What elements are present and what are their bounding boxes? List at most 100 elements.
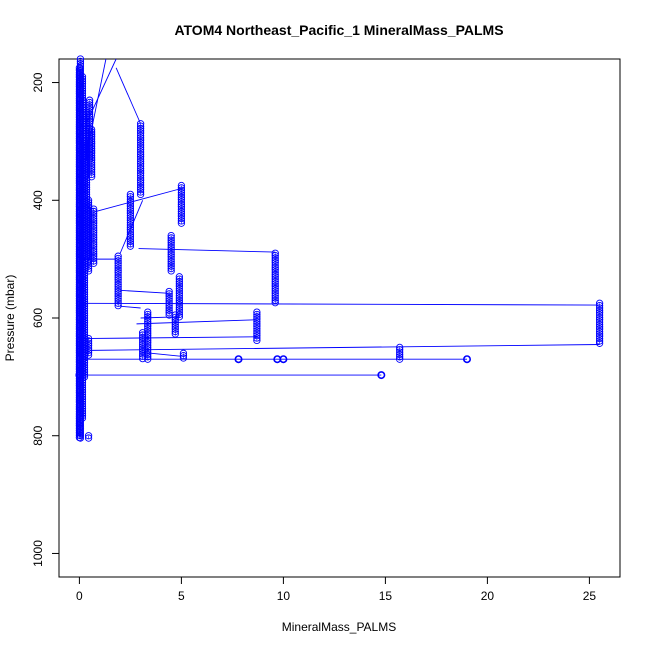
data-point xyxy=(80,293,89,301)
data-point xyxy=(271,282,279,290)
data-point xyxy=(82,188,91,196)
data-point xyxy=(175,296,184,304)
data-point xyxy=(82,181,91,189)
data-point xyxy=(90,228,98,237)
data-point xyxy=(136,169,145,177)
data-point xyxy=(90,247,98,256)
data-point xyxy=(126,240,135,248)
data-point xyxy=(78,407,87,415)
data-point xyxy=(78,412,87,420)
data-point xyxy=(165,292,173,300)
data-point xyxy=(114,299,122,307)
data-point xyxy=(80,297,89,306)
x-tick-label: 0 xyxy=(76,589,83,603)
data-point xyxy=(78,75,87,83)
data-point xyxy=(87,125,96,134)
x-tick-label: 20 xyxy=(481,589,495,603)
data-point xyxy=(87,168,96,176)
data-point xyxy=(136,127,145,135)
data-point xyxy=(175,303,184,312)
data-point xyxy=(595,325,604,333)
data-point xyxy=(80,290,89,299)
data-point xyxy=(136,183,145,191)
data-point xyxy=(136,143,145,151)
data-point xyxy=(271,273,279,281)
data-point xyxy=(84,344,93,352)
data-point xyxy=(90,231,98,239)
data-point xyxy=(175,301,184,309)
data-point xyxy=(175,289,184,297)
data-point xyxy=(165,306,173,314)
data-point xyxy=(78,120,87,128)
connector-line xyxy=(79,302,600,306)
data-point xyxy=(90,245,98,253)
data-point xyxy=(271,284,279,293)
connector-line xyxy=(91,344,600,351)
data-point xyxy=(76,429,85,438)
data-point xyxy=(84,339,93,347)
data-point xyxy=(78,73,87,81)
data-point xyxy=(165,287,173,296)
data-point xyxy=(271,263,279,272)
data-point xyxy=(167,260,175,268)
data-point xyxy=(177,181,186,190)
data-point xyxy=(167,264,175,273)
data-point xyxy=(253,313,261,321)
data-point xyxy=(144,334,152,342)
data-point xyxy=(271,291,279,300)
data-point xyxy=(78,400,87,408)
data-point xyxy=(165,301,173,310)
data-point xyxy=(78,98,87,107)
data-point xyxy=(84,349,93,357)
data-point xyxy=(253,320,261,328)
data-point xyxy=(78,117,87,126)
data-point xyxy=(271,254,279,262)
data-point xyxy=(136,134,145,142)
data-point xyxy=(136,167,145,175)
data-point xyxy=(144,324,152,333)
data-point xyxy=(90,226,98,234)
data-point xyxy=(144,332,152,340)
data-point xyxy=(76,55,85,63)
data-point xyxy=(80,264,89,273)
data-point xyxy=(253,315,261,323)
data-point xyxy=(84,201,93,209)
data-point xyxy=(114,264,122,272)
y-axis: 200 400 600 800 1000 xyxy=(31,72,60,567)
data-point xyxy=(136,178,145,187)
data-point xyxy=(90,207,98,216)
data-point xyxy=(271,294,279,302)
data-point xyxy=(114,276,122,284)
data-point xyxy=(85,101,94,109)
data-point xyxy=(78,414,87,422)
data-point xyxy=(114,271,122,279)
data-point xyxy=(136,153,145,161)
data-point xyxy=(595,304,604,312)
data-point xyxy=(85,96,94,104)
data-point xyxy=(76,427,85,435)
data-point xyxy=(144,355,152,363)
data-point xyxy=(78,404,87,413)
data-point xyxy=(126,233,135,241)
data-point xyxy=(144,341,152,349)
data-point xyxy=(175,310,184,319)
data-point xyxy=(136,145,145,154)
data-point xyxy=(76,64,85,73)
data-point xyxy=(253,324,261,333)
data-point xyxy=(136,155,145,163)
data-point xyxy=(171,320,179,329)
data-point xyxy=(80,319,89,327)
data-point xyxy=(377,371,386,380)
data-point xyxy=(126,218,135,227)
data-point xyxy=(167,248,175,256)
data-point xyxy=(78,395,87,403)
data-point xyxy=(80,326,89,334)
data-point xyxy=(136,162,145,170)
data-point xyxy=(87,161,96,169)
data-point xyxy=(80,274,89,282)
data-point xyxy=(78,91,87,100)
data-point xyxy=(78,96,87,104)
data-point xyxy=(87,154,96,162)
data-point xyxy=(82,178,91,187)
